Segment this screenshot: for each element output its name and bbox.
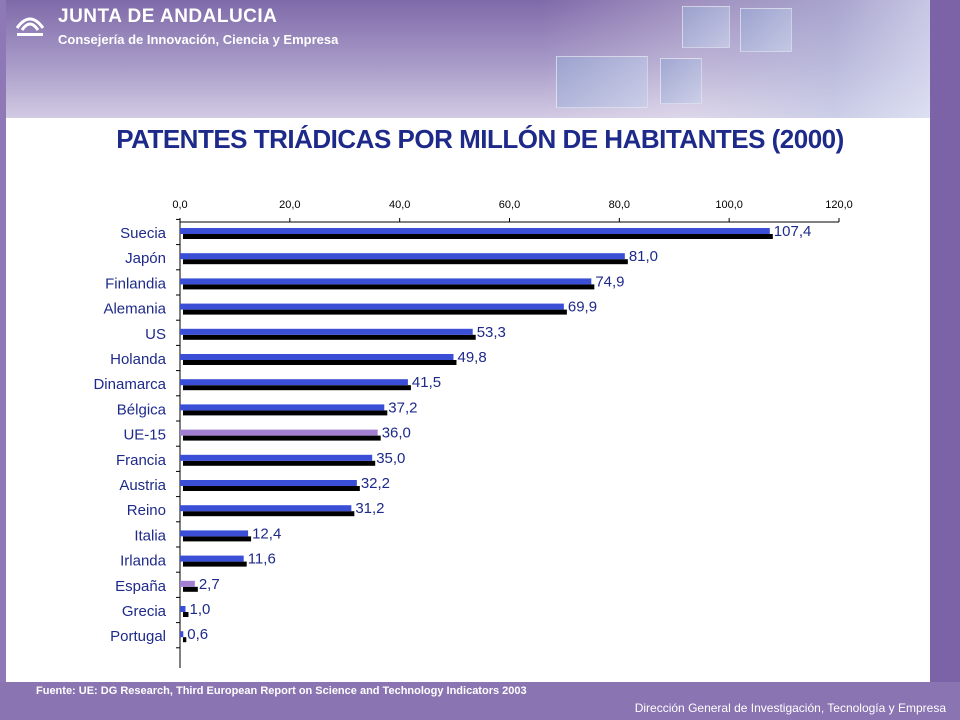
- bar-shadow: [183, 536, 252, 542]
- header-decor-image: [740, 8, 792, 52]
- bar: [180, 303, 564, 310]
- value-label: 53,3: [477, 324, 506, 341]
- bar: [180, 480, 357, 486]
- value-label: 81,0: [629, 248, 658, 265]
- value-label: 0,6: [187, 626, 208, 643]
- value-label: 107,4: [774, 223, 812, 240]
- value-label: 32,2: [361, 475, 390, 492]
- bar: [180, 555, 244, 562]
- bar: [180, 606, 186, 612]
- bar: [180, 580, 195, 587]
- value-label: 11,6: [248, 551, 276, 568]
- left-border: [0, 0, 6, 720]
- bar-shadow: [183, 637, 187, 643]
- bar: [180, 454, 373, 461]
- value-label: 37,2: [388, 399, 417, 416]
- footer-band: [0, 682, 960, 720]
- category-label: Grecia: [122, 603, 167, 620]
- x-tick-label: 0,0: [172, 199, 187, 211]
- chart-panel: [32, 118, 930, 682]
- source-note: Fuente: UE: DG Research, Third European …: [36, 685, 527, 697]
- value-label: 36,0: [382, 425, 411, 442]
- bar-shadow: [183, 309, 567, 315]
- bar: [180, 505, 352, 512]
- bar: [180, 404, 385, 411]
- bar-shadow: [183, 586, 198, 592]
- header-banner: JUNTA DE ANDALUCIA Consejería de Innovac…: [0, 0, 960, 118]
- x-tick-label: 60,0: [499, 199, 520, 211]
- bar-shadow: [183, 334, 476, 340]
- value-label: 41,5: [412, 374, 441, 391]
- value-label: 31,2: [355, 500, 384, 517]
- category-label: Holanda: [110, 351, 167, 368]
- category-label: Portugal: [110, 628, 166, 645]
- bar-shadow: [183, 460, 376, 466]
- value-label: 74,9: [595, 273, 624, 290]
- x-tick-label: 80,0: [609, 199, 630, 211]
- junta-logo-icon: [15, 17, 45, 36]
- category-label: Dinamarca: [93, 376, 166, 393]
- x-tick-label: 100,0: [715, 199, 743, 211]
- bar: [180, 354, 454, 360]
- bar-shadow: [183, 612, 189, 617]
- header-decor-image: [660, 58, 702, 104]
- category-label: UE-15: [123, 427, 166, 444]
- value-label: 35,0: [376, 450, 405, 467]
- bar: [180, 631, 184, 638]
- category-label: Suecia: [120, 225, 167, 242]
- right-border: [930, 0, 960, 720]
- bar: [180, 328, 473, 335]
- bar: [180, 253, 625, 260]
- category-label: España: [115, 578, 167, 595]
- bar-shadow: [183, 360, 457, 365]
- value-label: 1,0: [189, 601, 210, 618]
- org-department: Consejería de Innovación, Ciencia y Empr…: [58, 32, 339, 47]
- bar-shadow: [183, 511, 355, 517]
- bar-shadow: [183, 561, 247, 567]
- header-decor-image: [682, 6, 730, 48]
- footer-credit: Dirección General de Investigación, Tecn…: [634, 701, 946, 715]
- value-label: 69,9: [568, 299, 597, 316]
- bar: [180, 278, 592, 285]
- category-label: Irlanda: [120, 553, 167, 570]
- category-label: Austria: [119, 477, 166, 494]
- bar-shadow: [183, 259, 628, 265]
- bar-shadow: [183, 385, 411, 391]
- value-label: 2,7: [199, 576, 220, 593]
- bar-shadow: [183, 284, 595, 290]
- category-label: US: [145, 326, 166, 343]
- x-tick-label: 20,0: [279, 199, 300, 211]
- category-label: Italia: [134, 527, 166, 544]
- category-label: Reino: [127, 502, 166, 519]
- bar-shadow: [183, 435, 381, 441]
- category-label: Bélgica: [117, 401, 167, 418]
- value-label: 12,4: [252, 525, 281, 542]
- category-label: Francia: [116, 452, 167, 469]
- org-name: JUNTA DE ANDALUCIA: [58, 6, 278, 27]
- bar: [180, 228, 770, 234]
- value-label: 49,8: [457, 349, 486, 366]
- x-tick-label: 120,0: [825, 199, 853, 211]
- category-label: Alemania: [103, 301, 166, 318]
- bar: [180, 429, 378, 436]
- category-label: Japón: [125, 250, 166, 267]
- bar-shadow: [183, 486, 360, 491]
- bar: [180, 530, 249, 537]
- x-tick-label: 40,0: [389, 199, 410, 211]
- bar: [180, 379, 408, 386]
- chart-title: PATENTES TRIÁDICAS POR MILLÓN DE HABITAN…: [116, 124, 844, 154]
- bar-shadow: [183, 410, 388, 416]
- bar-shadow: [183, 234, 773, 239]
- header-decor-image: [556, 56, 648, 108]
- category-label: Finlandia: [105, 275, 167, 292]
